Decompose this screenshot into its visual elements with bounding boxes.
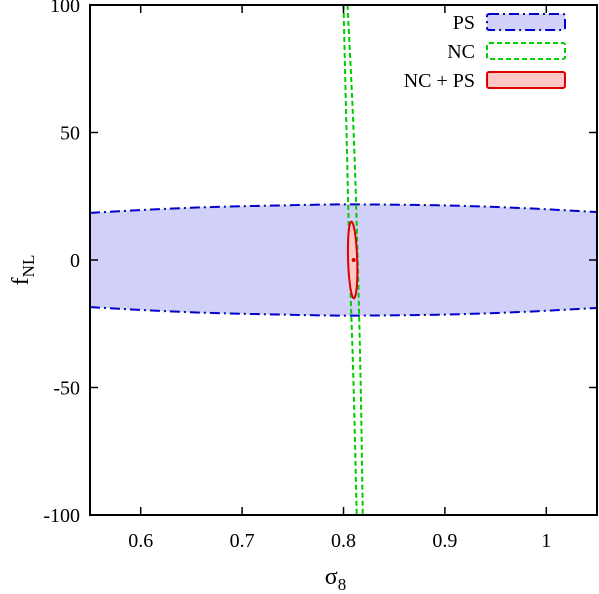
- legend-swatch-2: [486, 42, 566, 60]
- legend-swatch-1: [486, 13, 566, 31]
- x-axis-label: σ8: [325, 564, 346, 594]
- legend: PS NC NC + PS: [404, 12, 566, 92]
- x-tick-label: 0.7: [230, 530, 255, 552]
- y-tick-label: -50: [53, 378, 80, 400]
- x-tick-label: 1: [541, 530, 551, 552]
- ps-contour-upper: [90, 203, 597, 214]
- legend-label-1: PS: [453, 12, 475, 34]
- plot-area: [90, 204, 597, 316]
- x-tick-label: 0.6: [128, 530, 153, 552]
- y-axis-label: fNL: [8, 255, 38, 286]
- legend-label-2: NC: [447, 41, 475, 63]
- contour-lines: [90, 5, 597, 515]
- ticks: 0.6 0.7 0.8 0.9 1 -100 -50 0 50 100: [43, 0, 597, 552]
- y-tick-label: 100: [50, 0, 80, 17]
- legend-label-3: NC + PS: [404, 70, 475, 92]
- y-tick-label: -100: [43, 505, 80, 527]
- x-tick-label: 0.8: [331, 530, 356, 552]
- best-fit-point: [351, 258, 356, 262]
- nc-contour-left: [342, 5, 358, 515]
- ps-region: [90, 204, 597, 316]
- ps-contour-lower: [90, 306, 597, 317]
- legend-swatch-3: [486, 71, 566, 89]
- y-tick-label: 50: [60, 123, 80, 145]
- y-tick-label: 0: [70, 250, 80, 272]
- x-tick-label: 0.9: [432, 530, 457, 552]
- nc-contour-right: [346, 5, 364, 515]
